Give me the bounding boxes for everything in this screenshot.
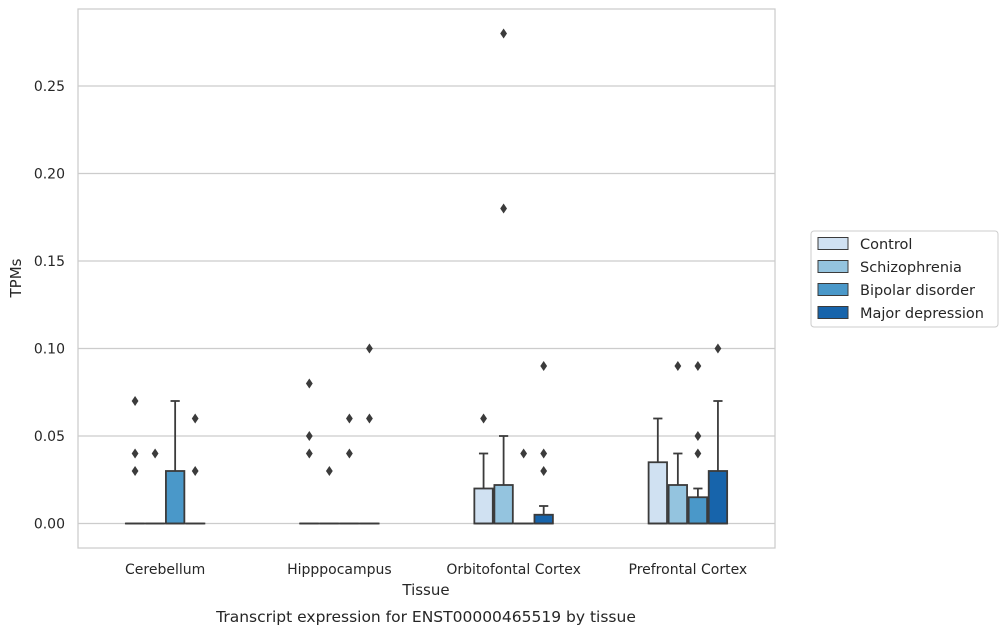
box-group bbox=[473, 452, 494, 525]
x-tick-label: Prefrontal Cortex bbox=[629, 562, 748, 578]
outlier-point bbox=[305, 431, 313, 441]
box bbox=[533, 513, 554, 525]
x-tick-labels: Cerebellum Hipppocampus Orbitofontal Corte… bbox=[125, 562, 747, 578]
outlier-point bbox=[540, 448, 548, 459]
outlier-layer bbox=[131, 28, 722, 476]
outlier-point bbox=[345, 413, 353, 424]
legend-swatch bbox=[817, 237, 849, 250]
box bbox=[473, 487, 494, 525]
box bbox=[647, 461, 668, 525]
legend-entry: Control bbox=[817, 237, 912, 253]
outlier-point bbox=[325, 466, 333, 476]
outlier-point bbox=[714, 343, 722, 354]
box bbox=[707, 470, 729, 525]
outlier-point bbox=[520, 448, 528, 459]
legend-swatch bbox=[817, 283, 849, 296]
box-group bbox=[707, 400, 729, 525]
legend-swatch bbox=[817, 260, 849, 273]
outlier-point bbox=[131, 448, 139, 459]
legend: Control Schizophrenia Bipolar disorder Majo… bbox=[810, 230, 999, 328]
outlier-point bbox=[694, 431, 702, 441]
box-group bbox=[687, 487, 709, 525]
box-group bbox=[493, 435, 514, 525]
legend-entry: Bipolar disorder bbox=[817, 283, 975, 299]
outlier-point bbox=[151, 448, 159, 459]
grid-lines bbox=[78, 85, 775, 525]
box bbox=[493, 484, 514, 525]
legend-label: Bipolar disorder bbox=[860, 283, 975, 299]
outlier-point bbox=[345, 448, 353, 459]
outlier-point bbox=[694, 361, 702, 371]
legend-items: Control Schizophrenia Bipolar disorder Majo… bbox=[817, 237, 984, 322]
box-group bbox=[647, 417, 668, 525]
box-layer bbox=[124, 400, 729, 525]
y-tick-label: 0.15 bbox=[34, 254, 65, 270]
x-tick-label: Hipppocampus bbox=[287, 562, 392, 578]
outlier-point bbox=[131, 396, 139, 406]
outlier-point bbox=[480, 413, 487, 424]
chart-caption: Transcript expression for ENST0000046551… bbox=[215, 608, 636, 626]
legend-label: Control bbox=[860, 237, 912, 253]
legend-label: Schizophrenia bbox=[860, 260, 962, 276]
x-tick-label: Orbitofontal Cortex bbox=[446, 562, 581, 578]
legend-entry: Schizophrenia bbox=[817, 260, 962, 276]
box-group bbox=[165, 400, 186, 525]
outlier-point bbox=[191, 466, 199, 476]
y-tick-label: 0.20 bbox=[34, 167, 65, 183]
outlier-point bbox=[500, 203, 508, 214]
y-tick-label: 0.25 bbox=[34, 79, 65, 95]
outlier-point bbox=[366, 343, 373, 354]
outlier-point bbox=[305, 448, 313, 459]
y-tick-labels: 0.00 0.05 0.10 0.15 0.20 0.25 bbox=[34, 79, 65, 533]
outlier-point bbox=[500, 28, 508, 39]
y-tick-label: 0.10 bbox=[34, 342, 65, 358]
outlier-point bbox=[674, 361, 682, 371]
y-tick-label: 0.00 bbox=[34, 517, 65, 533]
y-axis-label: TPMs bbox=[7, 258, 25, 298]
outlier-point bbox=[540, 361, 548, 371]
outlier-point bbox=[131, 466, 139, 476]
x-axis-label: Tissue bbox=[401, 581, 449, 599]
box-group bbox=[667, 452, 688, 525]
box bbox=[165, 470, 186, 525]
x-tick-label: Cerebellum bbox=[125, 562, 205, 578]
plot-frame bbox=[77, 8, 776, 549]
outlier-point bbox=[191, 413, 199, 424]
y-tick-label: 0.05 bbox=[34, 429, 65, 445]
outlier-point bbox=[540, 466, 548, 476]
outlier-point bbox=[366, 413, 373, 424]
outlier-point bbox=[694, 448, 702, 459]
outlier-point bbox=[305, 378, 313, 389]
legend-swatch bbox=[817, 306, 849, 319]
box bbox=[667, 484, 688, 525]
legend-frame bbox=[810, 230, 999, 328]
legend-label: Major depression bbox=[860, 306, 984, 322]
box bbox=[687, 496, 709, 525]
legend-entry: Major depression bbox=[817, 306, 984, 322]
box-group bbox=[533, 505, 554, 525]
